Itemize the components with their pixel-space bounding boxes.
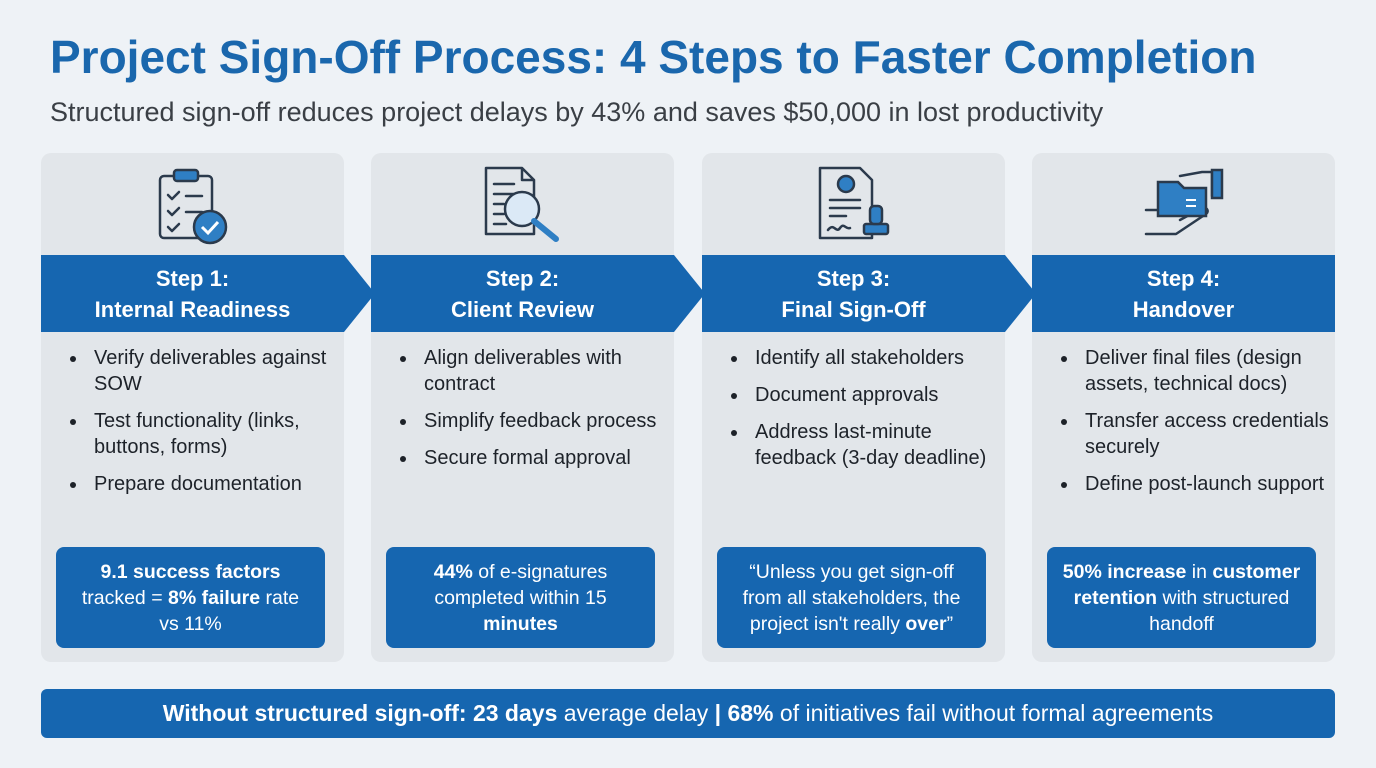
bullet-list: Verify deliverables against SOW Test func… — [68, 345, 338, 508]
icon-review — [484, 166, 559, 242]
step-title: Client Review — [450, 297, 595, 322]
text-segment: 50% increase — [1062, 560, 1187, 583]
bullet: Deliver final files (design assets, tech… — [1079, 345, 1329, 397]
icon-clipboard — [158, 168, 228, 245]
bullet: Transfer access credentials securely — [1079, 408, 1329, 460]
text-segment: 8% failure — [168, 586, 261, 609]
step-heading: Step 3: Final Sign-Off — [702, 263, 1005, 325]
bullet: Identify all stakeholders — [749, 345, 999, 371]
text-segment: of initiatives fail without formal agree… — [773, 700, 1214, 726]
callout: “Unless you get sign-off from all stakeh… — [717, 547, 986, 648]
callout: 44% of e-signatures completed within 15 … — [386, 547, 655, 648]
step-heading: Step 4: Handover — [1032, 263, 1335, 325]
subtitle: Structured sign-off reduces project dela… — [50, 97, 1104, 127]
step-number: Step 3: — [816, 266, 891, 291]
step-title: Final Sign-Off — [781, 297, 926, 322]
step-heading: Step 1: Internal Readiness — [41, 263, 344, 325]
bullet-list: Deliver final files (design assets, tech… — [1059, 345, 1329, 508]
bullet: Prepare documentation — [88, 471, 338, 497]
step-title: Internal Readiness — [94, 297, 291, 322]
bullet: Secure formal approval — [418, 445, 668, 471]
bullet: Address last-minute feedback (3-day dead… — [749, 419, 999, 471]
text-segment: average delay — [557, 700, 715, 726]
step-title: Handover — [1132, 297, 1235, 322]
icon-signoff — [818, 166, 890, 240]
text-segment: ” — [946, 612, 954, 635]
callout-text: “Unless you get sign-off from all stakeh… — [731, 559, 972, 637]
step-number: Step 4: — [1146, 266, 1221, 291]
icon-handover — [1144, 168, 1224, 236]
text-segment: over — [905, 612, 947, 635]
callout: 9.1 success factors tracked = 8% failure… — [56, 547, 325, 648]
callout-text: 50% increase in customer retention with … — [1061, 559, 1302, 637]
callout-text: 9.1 success factors tracked = 8% failure… — [70, 559, 311, 637]
step-number: Step 2: — [485, 266, 560, 291]
step-banner — [371, 255, 705, 332]
text-segment: | — [714, 700, 722, 726]
step-number: Step 1: — [155, 266, 230, 291]
text-segment: rate vs 11% — [159, 586, 300, 635]
text-segment: “Unless you get sign-off from all stakeh… — [742, 560, 961, 635]
callout: 50% increase in customer retention with … — [1047, 547, 1316, 648]
bullet-list: Align deliverables with contract Simplify… — [398, 345, 668, 482]
bullet-list: Identify all stakeholders Document approv… — [729, 345, 999, 482]
text-segment: with structured handoff — [1149, 586, 1290, 635]
text-segment: of e-signatures completed within 15 — [434, 560, 608, 609]
text-segment: 44% — [433, 560, 473, 583]
text-segment: in — [1186, 560, 1213, 583]
bullet: Simplify feedback process — [418, 408, 668, 434]
callout-text: 44% of e-signatures completed within 15 … — [400, 559, 641, 637]
step-banner — [41, 255, 375, 332]
bullet: Document approvals — [749, 382, 999, 408]
bullet: Verify deliverables against SOW — [88, 345, 338, 397]
text-segment: minutes — [483, 612, 558, 635]
bullet: Align deliverables with contract — [418, 345, 668, 397]
step-heading: Step 2: Client Review — [371, 263, 674, 325]
step-banner — [702, 255, 1036, 332]
text-segment: Without structured sign-off: 23 days — [162, 700, 558, 726]
bullet: Test functionality (links, buttons, form… — [88, 408, 338, 460]
banners — [41, 255, 1335, 332]
title: Project Sign-Off Process: 4 Steps to Fas… — [50, 31, 1257, 83]
text-segment: tracked = — [81, 586, 168, 609]
text-segment: 68% — [727, 700, 774, 726]
bullet: Define post-launch support — [1079, 471, 1329, 497]
text-segment: customer retention — [1073, 560, 1301, 609]
text-segment: 9.1 success factors — [100, 560, 281, 583]
footer-bar: Without structured sign-off: 23 days ave… — [41, 689, 1335, 738]
step-banner — [1032, 255, 1335, 332]
